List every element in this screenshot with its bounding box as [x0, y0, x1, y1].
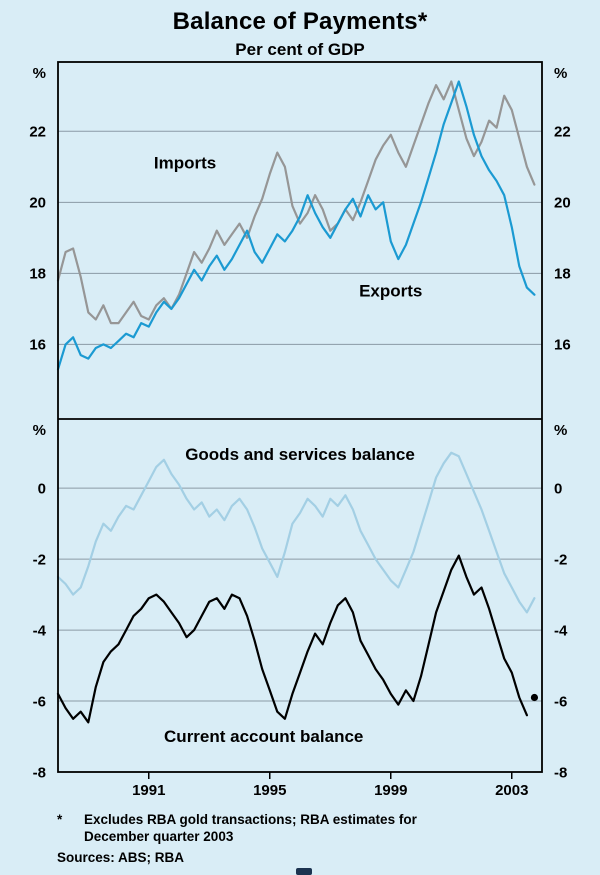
series-line-current-account-balance: [56, 554, 529, 724]
unit-label: %: [33, 422, 46, 439]
chart-title: Balance of Payments*: [172, 8, 428, 35]
y-tick-label-left: -6: [33, 693, 46, 710]
x-tick-label: 1995: [253, 782, 286, 799]
plot-frame: [57, 61, 543, 773]
series-label-goods-and-services-balance: Goods and services balance: [185, 445, 415, 464]
series-label-imports: Imports: [154, 154, 216, 173]
y-tick-label-left: 20: [29, 195, 46, 212]
y-tick-label-left: -8: [33, 764, 46, 781]
x-tick-label: 1991: [132, 782, 165, 799]
y-tick-label-right: 20: [554, 195, 571, 212]
footnote: * Excludes RBA gold transactions; RBA es…: [57, 811, 543, 866]
x-tick-label: 1999: [374, 782, 407, 799]
y-tick-label-right: -8: [554, 764, 567, 781]
series-line-imports: [56, 80, 536, 325]
y-tick-label-right: 18: [554, 266, 571, 283]
series-line-goods-and-services-balance: [56, 451, 536, 614]
y-tick-label-right: -4: [554, 622, 568, 639]
unit-label: %: [33, 65, 46, 82]
series-label-exports: Exports: [359, 281, 422, 300]
y-tick-label-right: -2: [554, 551, 567, 568]
y-tick-label-left: -2: [33, 551, 46, 568]
y-tick-label-left: 16: [29, 337, 46, 354]
chart-subtitle: Per cent of GDP: [235, 40, 365, 59]
y-tick-label-right: -6: [554, 693, 567, 710]
series-line-exports: [56, 80, 536, 371]
y-tick-label-right: 0: [554, 480, 562, 497]
series-end-dot-current-account-balance: [530, 693, 539, 702]
y-tick-label-left: 22: [29, 124, 46, 141]
unit-label: %: [554, 422, 567, 439]
series-label-current-account-balance: Current account balance: [164, 727, 363, 746]
footnote-row: * Excludes RBA gold transactions; RBA es…: [57, 811, 543, 846]
footnote-marker: *: [57, 812, 63, 827]
y-tick-label-left: 0: [38, 480, 46, 497]
unit-label: %: [554, 65, 567, 82]
page-edge-mark: [296, 868, 312, 875]
footnote-text: Excludes RBA gold transactions; RBA esti…: [84, 812, 417, 845]
y-tick-label-left: 18: [29, 266, 46, 283]
y-tick-label-left: -4: [33, 622, 47, 639]
y-tick-label-right: 16: [554, 337, 571, 354]
x-tick-label: 2003: [495, 782, 528, 799]
y-tick-label-right: 22: [554, 124, 571, 141]
sources-line: Sources: ABS; RBA: [57, 849, 185, 865]
